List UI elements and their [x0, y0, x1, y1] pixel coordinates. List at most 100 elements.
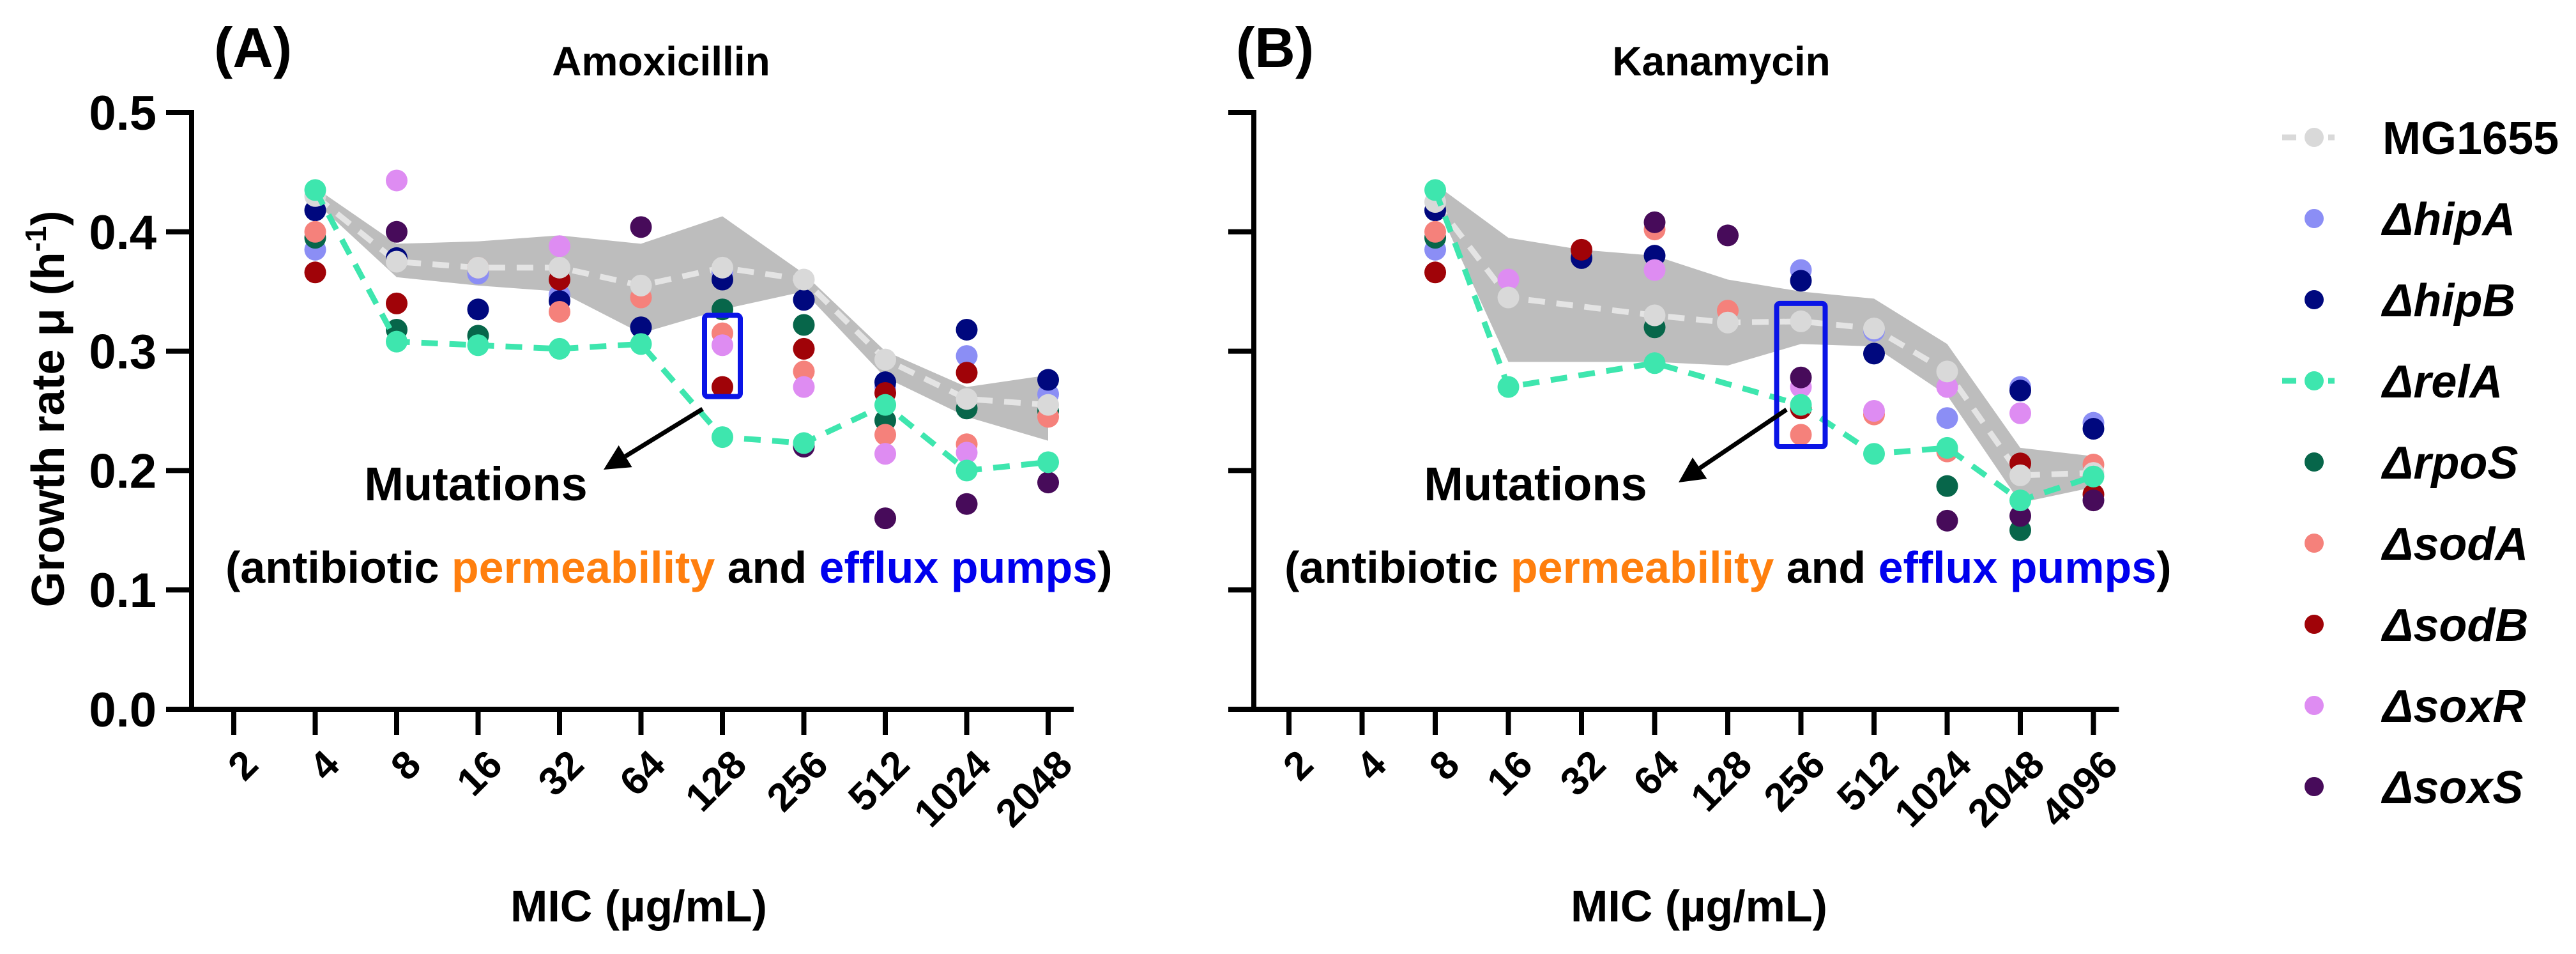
detail-permeability: permeability — [1511, 542, 1774, 592]
x-tick-label: 2 — [1275, 742, 1322, 789]
x-tick-label: 2048 — [987, 742, 1081, 835]
detail-open: (antibiotic — [1284, 542, 1511, 592]
y-tick-label: 0.5 — [89, 86, 156, 141]
x-tick-label: 32 — [530, 742, 593, 804]
legend-label: ΔrpoS — [2381, 438, 2518, 489]
detail-efflux-pumps: efflux pumps — [819, 542, 1098, 592]
legend-label: ΔsoxS — [2381, 762, 2523, 813]
data-point-delta-soxr — [1497, 268, 1520, 291]
x-tick-label: 4 — [1348, 742, 1396, 789]
panel-label: (B) — [1236, 16, 1314, 79]
data-point-delta-hipb — [1790, 270, 1812, 292]
x-tick-label: 2 — [220, 742, 266, 789]
data-point-delta-soxr — [549, 235, 570, 258]
data-point-mg1655 — [386, 250, 408, 273]
data-point-delta-hipb — [630, 316, 652, 339]
legend-marker — [2305, 452, 2324, 472]
legend-label: ΔsodA — [2381, 519, 2528, 570]
data-point-delta-rela — [2009, 489, 2031, 512]
data-point-delta-sodb — [386, 292, 408, 314]
data-point-delta-soda — [793, 360, 815, 383]
data-point-delta-hipa — [956, 345, 978, 367]
data-point-mg1655 — [1936, 360, 1958, 383]
data-point-delta-rela — [712, 426, 733, 449]
annotation-arrow-head — [1679, 458, 1707, 482]
data-point-delta-soda — [1424, 220, 1446, 243]
data-point-delta-soxs — [1643, 211, 1666, 233]
data-point-mg1655 — [956, 388, 978, 410]
legend-item-delta-rpos: ΔrpoS — [2305, 438, 2518, 489]
y-tick-label: 0.4 — [89, 206, 156, 260]
data-point-delta-rela — [467, 334, 489, 357]
data-point-delta-hipa — [1936, 407, 1958, 429]
data-point-delta-soxr — [1936, 376, 1958, 398]
y-axis-label-end: ) — [23, 211, 74, 226]
data-point-delta-rela — [304, 179, 326, 201]
data-point-delta-soxs — [2082, 489, 2105, 512]
legend-item-delta-sodb: ΔsodB — [2305, 600, 2528, 651]
data-point-delta-soxs — [1717, 224, 1739, 247]
legend-item-delta-hipb: ΔhipB — [2305, 275, 2515, 327]
data-point-delta-soxs — [1936, 509, 1958, 532]
data-point-delta-hipb — [956, 318, 978, 341]
data-point-delta-rela — [1424, 179, 1446, 201]
data-point-delta-rela — [549, 337, 570, 360]
data-point-mg1655 — [549, 256, 570, 279]
data-point-mg1655 — [1717, 311, 1739, 334]
data-point-delta-hipb — [2009, 380, 2031, 402]
data-point-delta-sodb — [1571, 238, 1592, 261]
legend-item-delta-soda: ΔsodA — [2305, 519, 2528, 570]
x-tick-label: 4 — [301, 742, 349, 789]
legend-marker — [2305, 290, 2324, 309]
legend-marker — [2305, 534, 2324, 553]
data-point-delta-soxr — [712, 334, 733, 357]
x-tick-label: 512 — [840, 742, 918, 820]
mutations-detail: (antibiotic permeability and efflux pump… — [225, 542, 1113, 592]
mutations-detail: (antibiotic permeability and efflux pump… — [1284, 542, 2172, 592]
x-tick-label: 8 — [383, 742, 429, 789]
series-line-mg1655 — [1433, 200, 2094, 479]
data-point-mg1655 — [630, 274, 652, 296]
data-point-mg1655 — [1643, 304, 1666, 327]
data-point-delta-sodb — [712, 376, 733, 398]
data-point-delta-soxr — [874, 443, 896, 465]
detail-and: and — [715, 542, 819, 592]
annotation-arrow-head — [604, 445, 632, 470]
legend-marker — [2305, 696, 2324, 715]
detail-and: and — [1774, 542, 1878, 592]
data-point-delta-hipb — [793, 289, 815, 311]
data-point-delta-soxr — [956, 442, 978, 464]
data-point-delta-rela — [874, 394, 896, 416]
detail-close: ) — [2156, 542, 2171, 592]
data-point-delta-soda — [1790, 424, 1812, 446]
data-point-delta-hipb — [2082, 418, 2105, 440]
panel-label: (A) — [214, 16, 292, 79]
x-tick-label: 128 — [1682, 742, 1760, 820]
x-tick-label: 2048 — [1960, 742, 2053, 835]
data-point-delta-soxs — [1790, 366, 1812, 389]
mg1655-range-band — [1435, 184, 2094, 503]
x-tick-label: 32 — [1552, 742, 1615, 804]
y-tick-label: 0.2 — [89, 444, 156, 498]
x-tick-label: 256 — [759, 742, 837, 820]
data-point-delta-soxs — [956, 493, 978, 515]
data-point-delta-soxs — [1037, 472, 1059, 494]
x-tick-label: 256 — [1756, 742, 1834, 820]
data-point-delta-rela — [630, 333, 652, 355]
legend-marker — [2305, 209, 2324, 228]
legend-item-mg1655: MG1655 — [2282, 113, 2559, 164]
data-point-delta-rpos — [793, 314, 815, 336]
x-tick-label: 16 — [448, 742, 511, 804]
data-point-delta-rela — [793, 432, 815, 454]
data-point-delta-rela — [1936, 436, 1958, 459]
detail-open: (antibiotic — [225, 542, 452, 592]
data-point-delta-soxs — [874, 507, 896, 530]
x-tick-label: 8 — [1421, 742, 1468, 789]
data-point-mg1655 — [874, 348, 896, 371]
legend-label: ΔsodB — [2381, 600, 2528, 651]
detail-efflux-pumps: efflux pumps — [1879, 542, 2157, 592]
panel-a-amoxicillin: (A) Amoxicillin 0.0 0.1 0.2 0.3 0.4 0.5 2 4 8 16 32 6… — [19, 16, 1113, 931]
legend-item-delta-soxs: ΔsoxS — [2305, 762, 2523, 813]
data-point-delta-soxs — [386, 220, 408, 243]
